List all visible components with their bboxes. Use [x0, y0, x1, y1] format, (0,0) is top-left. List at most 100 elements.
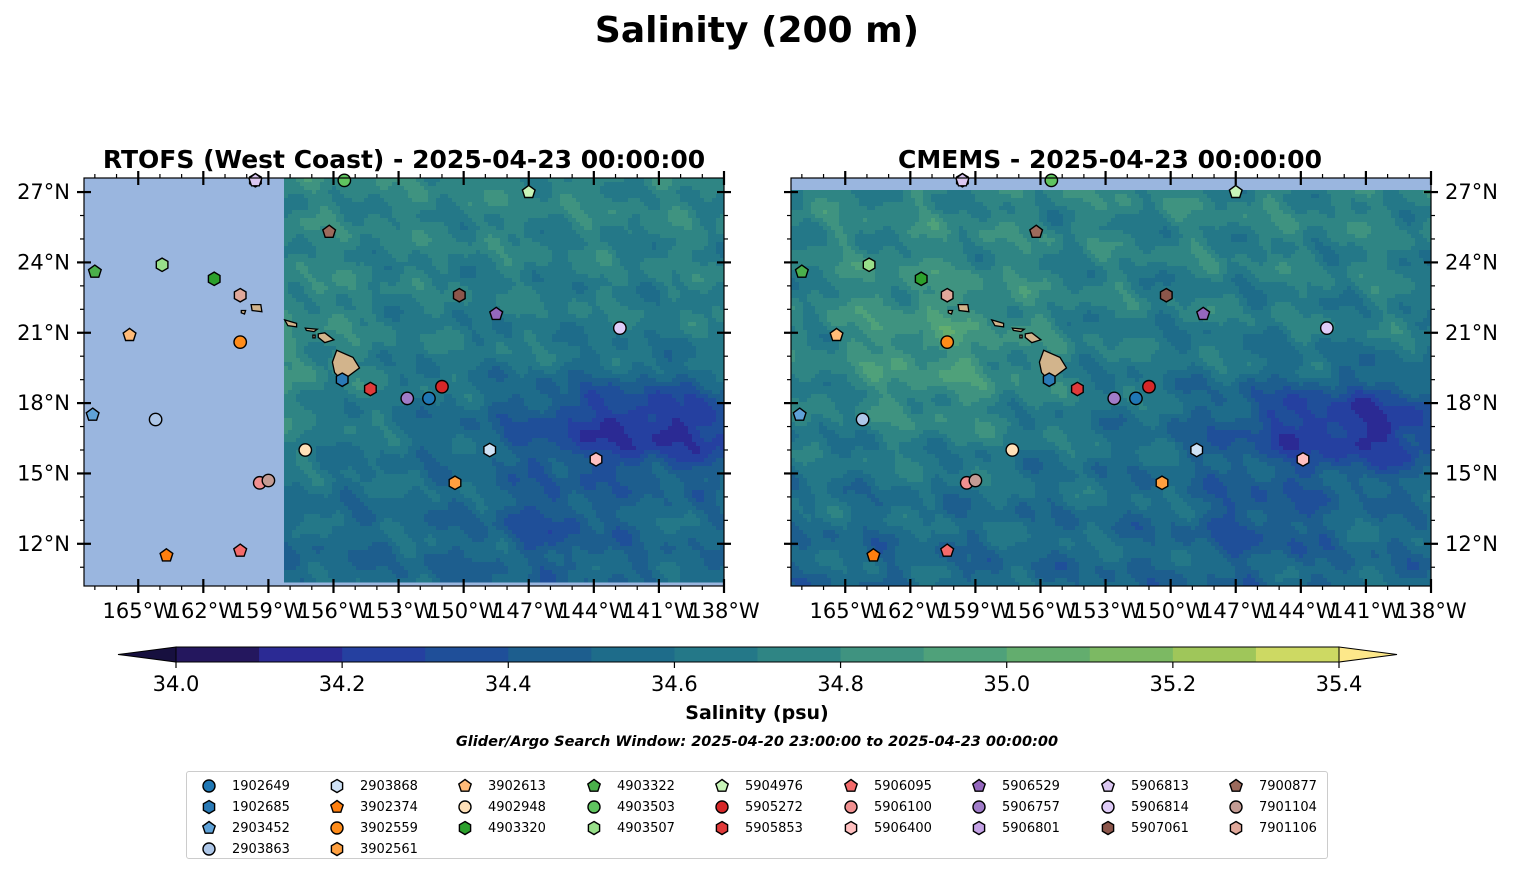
colorbar-segment	[841, 647, 925, 662]
salinity-field	[791, 190, 1432, 587]
colorbar-segment	[1090, 647, 1174, 662]
float-marker-5906814	[614, 322, 626, 334]
legend-entry: 2903868	[329, 776, 418, 796]
legend-entry: 3902374	[329, 797, 418, 817]
float-marker-2903868	[331, 780, 342, 793]
legend-label: 2903868	[360, 779, 418, 794]
legend-label: 5906801	[1002, 821, 1060, 836]
pentagon-marker-icon	[457, 778, 473, 794]
legend-entry: 7901106	[1228, 818, 1317, 838]
colorbar-segment	[591, 647, 675, 662]
legend-label: 7900877	[1259, 779, 1317, 794]
float-marker-4903507	[588, 822, 599, 835]
circle-marker-icon	[714, 799, 730, 815]
hexagon-marker-icon	[1228, 820, 1244, 836]
legend-label: 2903452	[232, 821, 290, 836]
circle-marker-icon	[586, 799, 602, 815]
hexagon-marker-icon	[457, 820, 473, 836]
legend-entry: 1902685	[201, 797, 290, 817]
legend-label: 2903863	[232, 842, 290, 857]
salinity-field	[284, 178, 725, 583]
float-marker-7901106	[1230, 822, 1241, 835]
float-marker-2903863	[203, 843, 215, 855]
x-tick-label: 165°W	[810, 599, 882, 623]
colorbar-tick-label: 34.4	[485, 672, 532, 696]
rtofs-panel-title: RTOFS (West Coast) - 2025-04-23 00:00:00	[103, 145, 705, 174]
float-marker-1902685	[1043, 373, 1055, 386]
colorbar-segment	[1007, 647, 1091, 662]
legend-label: 4903320	[488, 821, 546, 836]
float-legend: 1902649 1902685 2903452 2903863 2903868 39023…	[186, 771, 1328, 859]
float-marker-5905272	[716, 801, 728, 813]
circle-marker-icon	[329, 820, 345, 836]
circle-marker-icon	[201, 841, 217, 857]
legend-label: 5906813	[1131, 779, 1189, 794]
pentagon-marker-icon	[329, 799, 345, 815]
x-tick-label: 159°W	[233, 599, 305, 623]
legend-label: 7901104	[1259, 800, 1317, 815]
float-marker-3902561	[331, 843, 342, 856]
colorbar-tick-label: 34.0	[153, 672, 200, 696]
float-marker-4903507	[156, 258, 168, 271]
colorbar-extend-low	[118, 647, 176, 662]
legend-entry: 5906757	[971, 797, 1060, 817]
circle-marker-icon	[1100, 799, 1116, 815]
colorbar: 34.0 34.2 34.4 34.6 34.8 35.0 35.2 35.4	[118, 647, 1397, 696]
colorbar-segment	[342, 647, 426, 662]
x-tick-label: 153°W	[1070, 599, 1142, 623]
y-tick-label: 27°N	[1445, 180, 1498, 204]
rtofs-panel: RTOFS (West Coast) - 2025-04-23 00:00:00…	[17, 145, 760, 623]
float-marker-5906095	[845, 780, 857, 792]
legend-label: 5906814	[1131, 800, 1189, 815]
float-marker-3902559	[331, 822, 343, 834]
legend-label: 1902685	[232, 800, 290, 815]
colorbar-segment	[259, 647, 343, 662]
x-tick-label: 144°W	[1265, 599, 1337, 623]
legend-entry: 4902948	[457, 797, 546, 817]
x-tick-label: 156°W	[1005, 599, 1077, 623]
hexagon-marker-icon	[1100, 820, 1116, 836]
legend-entry: 5905272	[714, 797, 803, 817]
legend-entry: 2903863	[201, 839, 290, 859]
float-marker-2903863	[856, 413, 868, 425]
legend-entry: 7901104	[1228, 797, 1317, 817]
legend-entry: 5907061	[1100, 818, 1189, 838]
float-marker-4902948	[299, 444, 311, 456]
colorbar-label: Salinity (psu)	[685, 702, 828, 724]
colorbar-segment	[674, 647, 758, 662]
legend-label: 5906400	[874, 821, 932, 836]
float-marker-7901106	[234, 289, 246, 302]
colorbar-segment	[1256, 647, 1340, 662]
y-tick-label: 12°N	[17, 532, 70, 556]
legend-label: 5906529	[1002, 779, 1060, 794]
y-tick-label: 18°N	[1445, 391, 1498, 415]
float-marker-3902559	[941, 336, 953, 348]
float-marker-1902649	[423, 392, 435, 404]
legend-label: 5906100	[874, 800, 932, 815]
colorbar-tick-label: 34.6	[651, 672, 698, 696]
legend-label: 1902649	[232, 779, 290, 794]
float-marker-4903503	[1045, 174, 1057, 186]
float-marker-4903503	[588, 801, 600, 813]
x-tick-label: 162°W	[875, 599, 947, 623]
float-marker-3902559	[234, 336, 246, 348]
legend-entry: 3902559	[329, 818, 418, 838]
float-marker-5906801	[973, 822, 984, 835]
legend-entry: 3902613	[457, 776, 546, 796]
x-tick-label: 159°W	[940, 599, 1012, 623]
cmems-map: 165°W162°W159°W156°W153°W150°W147°W144°W…	[784, 171, 1498, 623]
float-marker-1902649	[1130, 392, 1142, 404]
float-marker-4903320	[915, 272, 927, 285]
x-tick-label: 150°W	[428, 599, 500, 623]
legend-entry: 5906529	[971, 776, 1060, 796]
float-marker-5907061	[1102, 822, 1113, 835]
float-marker-5906400	[845, 822, 856, 835]
float-marker-5906814	[1321, 322, 1333, 334]
circle-marker-icon	[201, 778, 217, 794]
legend-entry: 2903452	[201, 818, 290, 838]
y-tick-label: 15°N	[1445, 461, 1498, 485]
pentagon-marker-icon	[843, 778, 859, 794]
float-marker-2903868	[1191, 443, 1203, 456]
x-tick-label: 138°W	[688, 599, 760, 623]
